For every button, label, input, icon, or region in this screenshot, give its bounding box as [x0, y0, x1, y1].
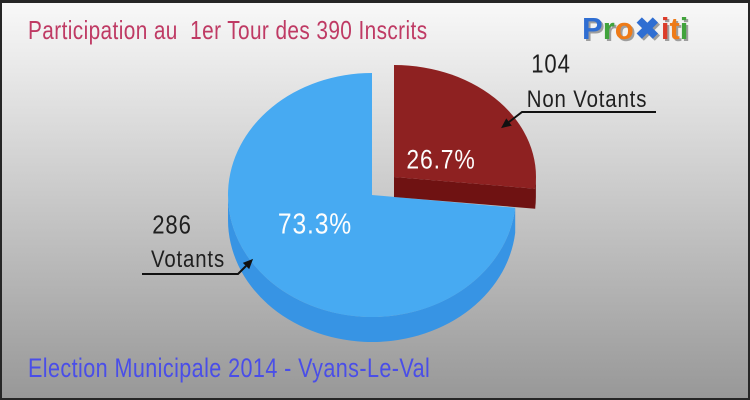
- logo-letter: i: [679, 11, 689, 46]
- logo-letter: o: [614, 11, 634, 46]
- callout-label-votants: Votants: [150, 246, 226, 273]
- leader-non-votants-arrowhead: [501, 118, 512, 129]
- callout-label-non-votants: Non Votants: [526, 86, 648, 113]
- callout-value-votants: 286: [152, 209, 192, 240]
- leader-non-votants: [508, 111, 656, 123]
- slice-percent-votants: 73.3%: [277, 208, 353, 241]
- proxiti-logo: Pro✖iti: [582, 11, 688, 47]
- logo-letter: r: [602, 11, 615, 46]
- callout-value-non-votants: 104: [531, 48, 571, 79]
- pie-chart: [142, 65, 656, 342]
- slice-percent-non-votants: 26.7%: [406, 144, 476, 175]
- chart-subtitle: Election Municipale 2014 - Vyans-Le-Val: [28, 353, 431, 383]
- logo-letter: ✖: [634, 13, 660, 46]
- leader-votants: [142, 265, 247, 275]
- leader-votants-arrowhead: [242, 258, 254, 270]
- chart-title: Participation au 1er Tour des 390 Inscri…: [28, 15, 428, 45]
- logo-letter: P: [582, 11, 603, 46]
- logo-letter: i: [660, 11, 670, 46]
- logo-letter: t: [669, 11, 680, 46]
